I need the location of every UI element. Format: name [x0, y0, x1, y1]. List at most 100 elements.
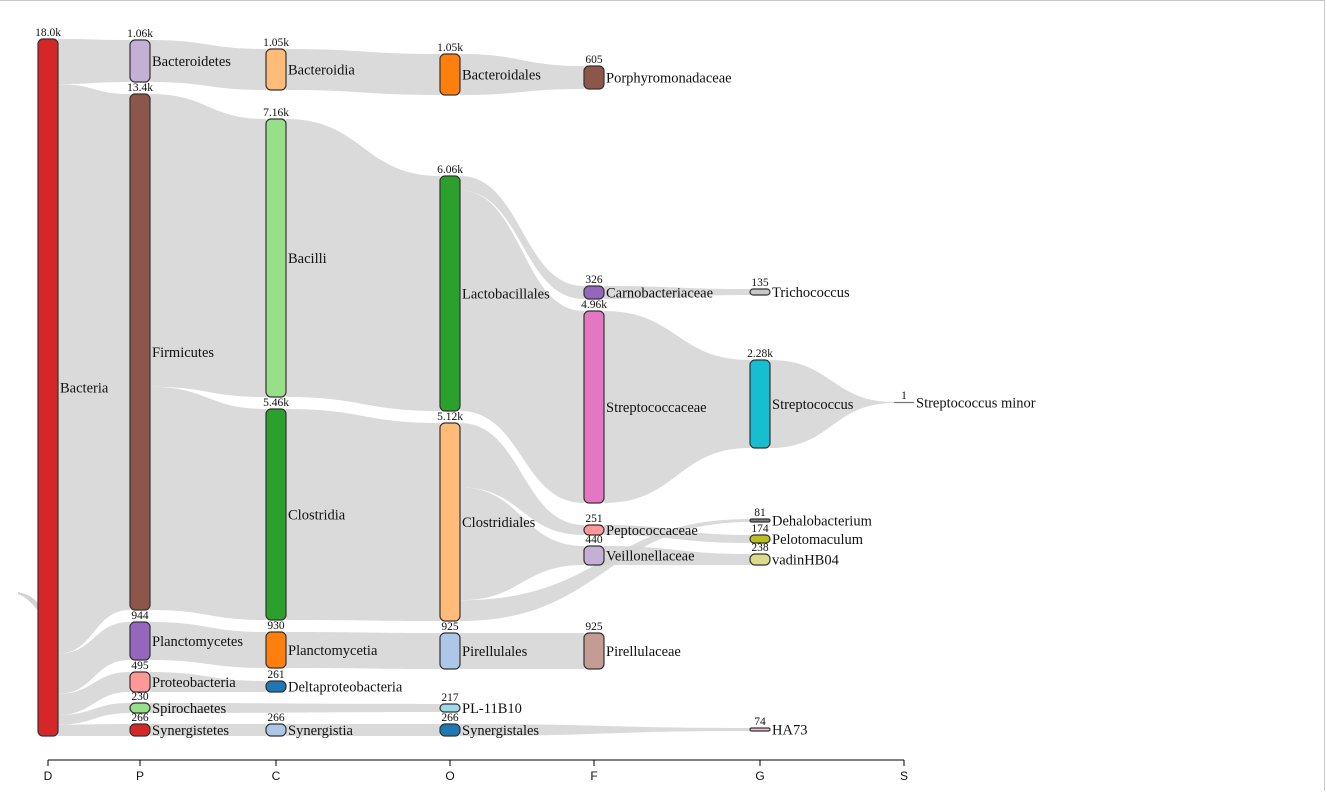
- node-synergistales[interactable]: [440, 724, 460, 736]
- axis-label-o: O: [445, 769, 454, 783]
- node-label-synergistales: Synergistales: [462, 723, 539, 739]
- node-label-streptococcus: Streptococcus: [772, 397, 854, 413]
- count-label-vadinhb04: 238: [751, 542, 769, 554]
- node-label-bacteria: Bacteria: [60, 381, 109, 397]
- node-porphyromonadaceae[interactable]: [584, 66, 604, 89]
- axis-label-f: F: [590, 769, 597, 783]
- count-label-streptococcus: 2.28k: [747, 348, 773, 360]
- count-label-pirellulaceae: 925: [585, 621, 603, 633]
- node-label-bacteroidetes: Bacteroidetes: [152, 54, 231, 70]
- rank-axis: DPCOFGS: [44, 760, 908, 783]
- node-label-clostridia: Clostridia: [288, 508, 346, 524]
- node-streptococcus[interactable]: [750, 360, 770, 448]
- node-firmicutes[interactable]: [130, 94, 150, 610]
- node-bacilli[interactable]: [266, 119, 286, 397]
- count-label-pelotomaculum: 174: [751, 523, 769, 535]
- node-clostridiales[interactable]: [440, 423, 460, 621]
- node-label-synergistia: Synergistia: [288, 723, 354, 739]
- node-veillonellaceae[interactable]: [584, 546, 604, 565]
- node-pirellulaceae[interactable]: [584, 633, 604, 669]
- node-label-bacteroidales: Bacteroidales: [462, 68, 541, 84]
- node-bacteria[interactable]: [38, 39, 58, 736]
- node-label-peptococcaceae: Peptococcaceae: [606, 523, 698, 539]
- count-label-clostridia: 5.46k: [263, 397, 289, 409]
- link-root-stub: [18, 592, 39, 612]
- count-label-dehalobacterium: 81: [754, 507, 766, 519]
- node-streptococcaceae[interactable]: [584, 311, 604, 503]
- node-label-planctomycetes: Planctomycetes: [152, 634, 243, 650]
- count-label-synergistetes: 266: [131, 712, 149, 724]
- node-label-streptococcus-minor: Streptococcus minor: [916, 396, 1036, 412]
- count-label-bacteroidetes: 1.06k: [127, 28, 153, 40]
- node-label-pirellulales: Pirellulales: [462, 644, 528, 660]
- node-label-bacilli: Bacilli: [288, 251, 327, 267]
- node-proteobacteria[interactable]: [130, 672, 150, 692]
- count-label-trichococcus: 135: [751, 277, 769, 289]
- count-label-bacteria: 18.0k: [35, 27, 61, 39]
- count-label-pirellulales: 925: [441, 621, 459, 633]
- node-pl-11b10[interactable]: [440, 704, 460, 712]
- node-label-spirochaetes: Spirochaetes: [152, 701, 226, 717]
- node-label-veillonellaceae: Veillonellaceae: [606, 549, 695, 565]
- count-label-pl-11b10: 217: [441, 692, 459, 704]
- node-synergistia[interactable]: [266, 724, 286, 736]
- link-bacteria-to-firmicutes: [58, 84, 130, 654]
- count-label-bacteroidales: 1.05k: [437, 42, 463, 54]
- count-label-peptococcaceae: 251: [585, 513, 603, 525]
- node-vadinhb04[interactable]: [750, 554, 770, 565]
- count-label-proteobacteria: 495: [131, 660, 149, 672]
- count-label-clostridiales: 5.12k: [437, 411, 463, 423]
- node-label-pelotomaculum: Pelotomaculum: [772, 532, 864, 548]
- node-synergistetes[interactable]: [130, 724, 150, 736]
- node-label-lactobacillales: Lactobacillales: [462, 287, 550, 303]
- count-label-ha73: 74: [754, 716, 766, 728]
- node-label-proteobacteria: Proteobacteria: [152, 675, 236, 691]
- node-bacteroidia[interactable]: [266, 49, 286, 90]
- node-label-bacteroidia: Bacteroidia: [288, 63, 355, 79]
- node-label-vadinhb04: vadinHB04: [772, 553, 840, 569]
- node-bacteroidales[interactable]: [440, 54, 460, 95]
- link-bacteria-to-bacteroidetes: [58, 39, 130, 84]
- node-label-planctomycetia: Planctomycetia: [288, 643, 378, 659]
- node-clostridia[interactable]: [266, 409, 286, 620]
- node-bacteroidetes[interactable]: [130, 40, 150, 82]
- node-label-dehalobacterium: Dehalobacterium: [772, 514, 873, 530]
- node-carnobacteriaceae[interactable]: [584, 286, 604, 299]
- count-label-carnobacteriaceae: 326: [585, 274, 603, 286]
- node-label-firmicutes: Firmicutes: [152, 345, 214, 361]
- axis-label-s: S: [900, 769, 908, 783]
- node-label-deltaproteobacteria: Deltaproteobacteria: [288, 680, 403, 696]
- node-label-clostridiales: Clostridiales: [462, 515, 536, 531]
- link-firmicutes-to-clostridia: [150, 387, 266, 620]
- count-label-lactobacillales: 6.06k: [437, 164, 463, 176]
- axis-label-p: P: [136, 769, 144, 783]
- node-dehalobacterium[interactable]: [750, 519, 770, 522]
- count-label-deltaproteobacteria: 261: [267, 669, 285, 681]
- node-planctomycetia[interactable]: [266, 632, 286, 668]
- count-label-streptococcus-minor: 1: [901, 390, 907, 402]
- count-label-spirochaetes: 230: [131, 691, 149, 703]
- count-label-planctomycetes: 944: [131, 610, 149, 622]
- count-label-porphyromonadaceae: 605: [585, 54, 603, 66]
- count-label-synergistia: 266: [267, 712, 285, 724]
- node-ha73[interactable]: [750, 728, 770, 731]
- node-pirellulales[interactable]: [440, 633, 460, 669]
- count-label-firmicutes: 13.4k: [127, 82, 153, 94]
- node-label-streptococcaceae: Streptococcaceae: [606, 400, 707, 416]
- node-label-porphyromonadaceae: Porphyromonadaceae: [606, 71, 732, 87]
- count-label-bacteroidia: 1.05k: [263, 37, 289, 49]
- node-label-trichococcus: Trichococcus: [772, 285, 850, 301]
- node-trichococcus[interactable]: [750, 289, 770, 295]
- node-label-carnobacteriaceae: Carnobacteriaceae: [606, 286, 713, 302]
- node-deltaproteobacteria[interactable]: [266, 681, 286, 692]
- count-label-veillonellaceae: 440: [585, 534, 603, 546]
- count-label-planctomycetia: 930: [267, 620, 285, 632]
- node-lactobacillales[interactable]: [440, 176, 460, 411]
- axis-label-c: C: [272, 769, 281, 783]
- node-planctomycetes[interactable]: [130, 622, 150, 660]
- axis-label-d: D: [44, 769, 53, 783]
- node-label-ha73: HA73: [772, 723, 807, 739]
- link-bacteria-to-synergistetes: [58, 724, 130, 736]
- node-label-synergistetes: Synergistetes: [152, 723, 229, 739]
